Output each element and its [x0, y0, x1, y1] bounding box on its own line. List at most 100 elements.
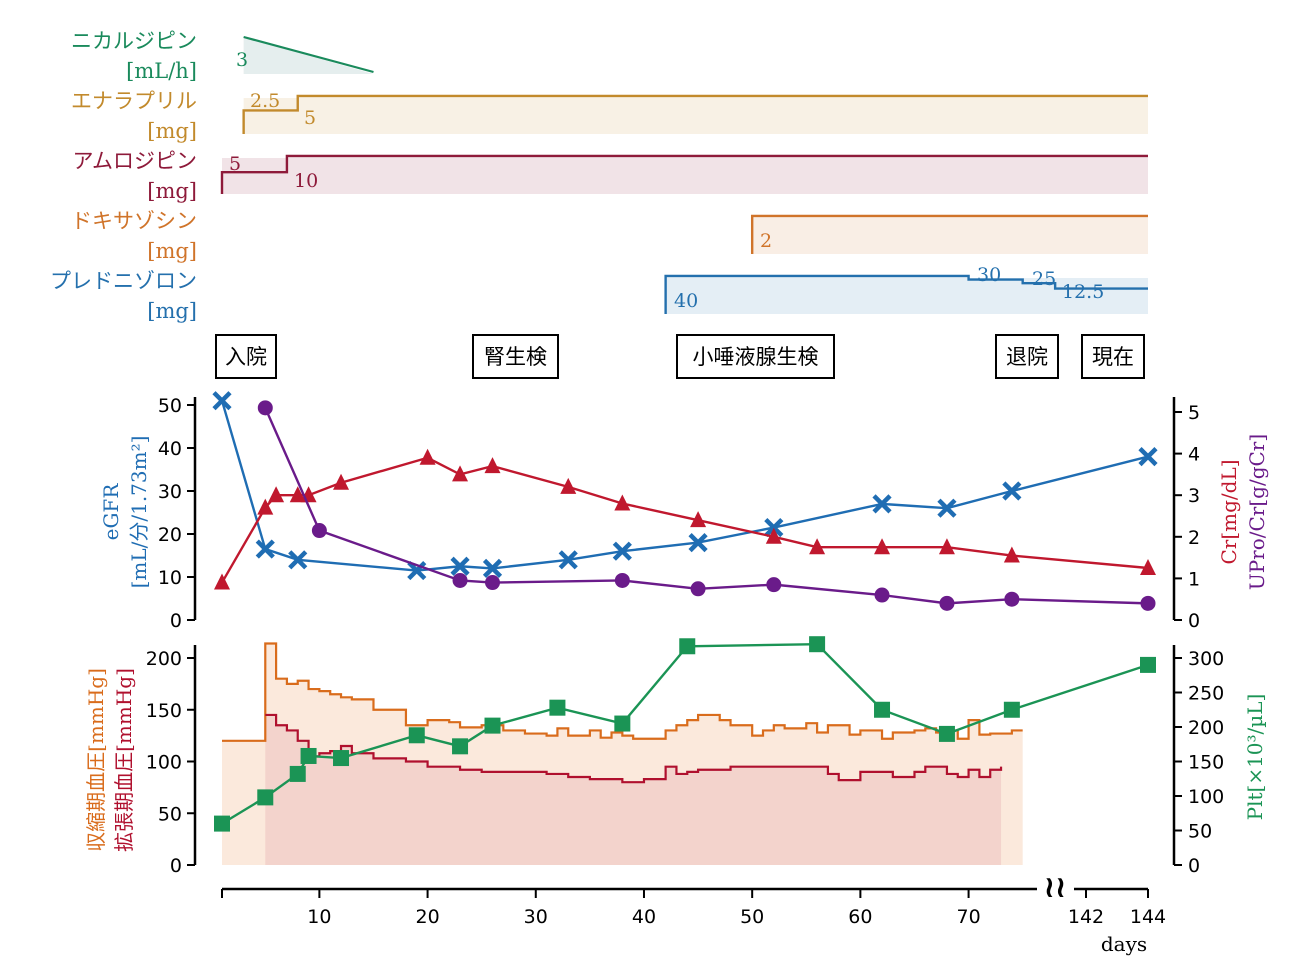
series-dbp	[265, 714, 1002, 865]
dose-line-enalapril	[242, 94, 1148, 134]
series-line	[220, 400, 1149, 572]
data-point	[257, 498, 274, 515]
data-point	[874, 538, 891, 555]
ylabel-left-line2: [mL/分/1.73m²]	[127, 436, 151, 589]
bp-plt-panel: 0 50 100 150 200 0 50 100 150 200 250 300 収縮期血圧[mmHg…	[84, 636, 1267, 877]
medication-panel: ニカルジピン [mL/h] 3 エナラプリル [mg] 2.5 5 アムロジピン [mg] 5 10…	[50, 29, 1148, 323]
series-line	[221, 642, 1149, 825]
data-point	[1140, 559, 1156, 575]
data-point	[809, 636, 826, 653]
data-point	[450, 556, 470, 576]
ytick-right-label: 50	[1188, 821, 1212, 843]
event-box	[472, 334, 559, 379]
ytick-right-label: 150	[1188, 752, 1224, 774]
ytick-right-label: 2	[1188, 527, 1200, 549]
xtick-label: 10	[307, 906, 331, 928]
dose-line-prednisolone	[664, 274, 1148, 314]
dose-label-amlodipine: 5	[229, 153, 241, 175]
drug-unit-enalapril: [mg]	[147, 119, 197, 143]
med-row-nicardipine: ニカルジピン [mL/h] 3	[71, 29, 374, 83]
event-panel: 入院 腎生検 小唾液腺生検 退院 現在	[215, 334, 1145, 379]
data-point	[484, 717, 501, 734]
data-point	[766, 577, 782, 593]
ytick-right-label: 0	[1188, 855, 1200, 877]
med-row-prednisolone: プレドニゾロン [mg] 40 30 25 12.5	[50, 264, 1148, 323]
xtick-label: 144	[1130, 906, 1166, 928]
dose-fill-prednisolone	[665, 278, 1148, 314]
ytick-left-label: 20	[158, 524, 182, 546]
xtick-label: 60	[848, 906, 872, 928]
ylabel-right-plt: Plt[×10³/µL]	[1243, 694, 1267, 821]
axis-break-symbol: ≀≀	[1044, 870, 1067, 905]
data-point	[333, 750, 350, 767]
data-point	[690, 581, 706, 597]
data-point	[679, 638, 696, 655]
data-point	[614, 572, 630, 588]
ytick-left-label: 40	[158, 438, 182, 460]
event-box	[676, 334, 835, 379]
data-point	[872, 494, 892, 514]
dose-label-enalapril: 5	[304, 107, 316, 129]
ytick-right-label: 5	[1188, 402, 1200, 424]
x-axis-label: days	[1101, 932, 1147, 956]
ytick-left-label: 30	[158, 481, 182, 503]
data-point	[1003, 701, 1020, 718]
dose-fill-enalapril	[243, 98, 1148, 134]
data-point	[255, 539, 275, 559]
data-point	[288, 550, 308, 570]
drug-name-nicardipine: ニカルジピン	[71, 29, 197, 53]
series-plt	[214, 636, 1156, 832]
data-point	[485, 575, 500, 591]
data-point	[809, 538, 826, 555]
ytick-right-label: 300	[1188, 648, 1224, 670]
drug-unit-prednisolone: [mg]	[147, 299, 197, 323]
data-point	[937, 498, 957, 518]
ylabel-right-cr: Cr[mg/dL]	[1217, 459, 1241, 564]
xtick-label: 70	[956, 906, 980, 928]
data-point	[289, 765, 306, 782]
xtick-label: 40	[632, 906, 656, 928]
ylabel-left-sbp: 収縮期血圧[mmHg]	[84, 668, 108, 852]
event-3: 退院	[995, 334, 1059, 379]
ytick-left-label: 100	[146, 752, 182, 774]
drug-name-prednisolone: プレドニゾロン	[50, 269, 197, 293]
ytick-left-label: 150	[146, 700, 182, 722]
data-point	[214, 815, 230, 832]
xtick-label: 142	[1068, 906, 1104, 928]
ytick-left-label: 0	[170, 855, 182, 877]
data-point	[1003, 546, 1020, 563]
data-point	[764, 517, 784, 538]
event-label: 入院	[225, 345, 267, 369]
xtick-label: 30	[524, 906, 548, 928]
series-line	[220, 456, 1149, 584]
data-point	[690, 511, 707, 528]
series-uprocr	[257, 400, 1156, 611]
ytick-right-label: 0	[1188, 610, 1200, 632]
ytick-right-label: 3	[1188, 485, 1200, 507]
dose-label-prednisolone: 30	[977, 264, 1001, 286]
data-point	[212, 391, 232, 411]
event-1: 腎生検	[472, 334, 559, 379]
dose-label-amlodipine: 10	[294, 170, 318, 192]
data-point	[407, 560, 427, 581]
data-point	[1140, 595, 1156, 611]
dose-line-amlodipine	[220, 154, 1148, 194]
data-point	[484, 457, 501, 474]
event-box	[995, 334, 1059, 379]
data-point	[614, 715, 631, 732]
dose-label-enalapril: 2.5	[250, 90, 280, 112]
data-point	[311, 523, 327, 539]
ylabel-right-upro: UPro/Cr[g/gCr]	[1245, 434, 1269, 590]
ytick-right-label: 4	[1188, 444, 1200, 466]
data-point	[333, 473, 350, 490]
event-0: 入院	[215, 334, 277, 379]
ytick-right-label: 200	[1188, 717, 1224, 739]
event-2: 小唾液腺生検	[676, 334, 835, 379]
drug-unit-nicardipine: [mL/h]	[126, 59, 197, 83]
series-egfr	[212, 391, 1158, 581]
step-line	[222, 642, 1023, 742]
data-point	[452, 572, 468, 588]
med-row-amlodipine: アムロジピン [mg] 5 10	[72, 149, 1148, 203]
event-label: 現在	[1092, 345, 1134, 369]
drug-name-enalapril: エナラプリル	[71, 89, 197, 113]
